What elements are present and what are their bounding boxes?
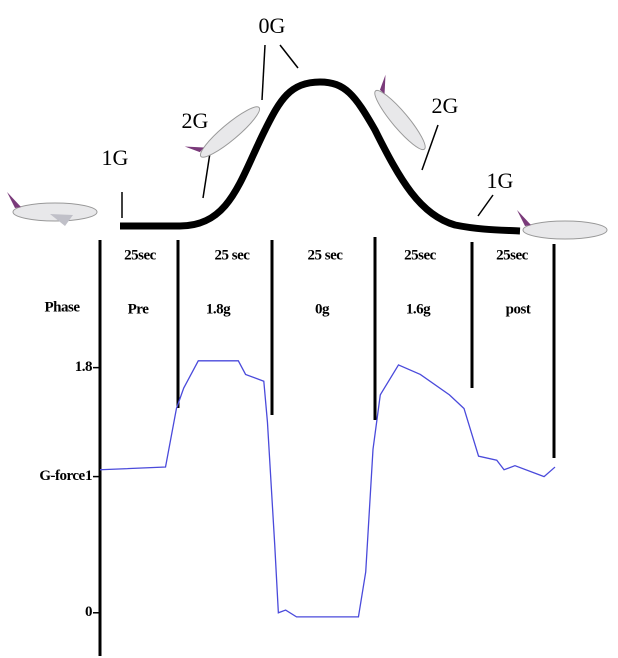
- y-tick-label: 1.8: [75, 359, 92, 375]
- duration: 25sec: [404, 247, 436, 263]
- phase: 1.6g: [406, 301, 431, 317]
- g-label: 0G: [259, 13, 286, 38]
- dividers: [98, 237, 556, 656]
- g-label: 2G: [182, 108, 209, 133]
- duration: 25 sec: [308, 247, 344, 263]
- g-label: 1G: [487, 168, 514, 193]
- g-label: 1G: [102, 145, 129, 170]
- phase: 0g: [315, 301, 330, 317]
- arrows: [121, 44, 494, 218]
- duration: 25 sec: [215, 247, 251, 263]
- y-tick-label: 1: [85, 468, 92, 484]
- phase: 1.8g: [206, 301, 231, 317]
- g-force-trace: [99, 360, 556, 618]
- flight-curve: [120, 78, 521, 235]
- phase: Pre: [128, 301, 150, 317]
- duration: 25sec: [124, 247, 156, 263]
- y-axis-label: G-force: [39, 468, 85, 484]
- phase-heading: Phase: [45, 299, 81, 315]
- phase: post: [506, 301, 531, 317]
- airplanes: [7, 74, 608, 240]
- g-label: 2G: [432, 93, 459, 118]
- duration: 25sec: [496, 247, 528, 263]
- y-tick-label: 0: [85, 604, 92, 620]
